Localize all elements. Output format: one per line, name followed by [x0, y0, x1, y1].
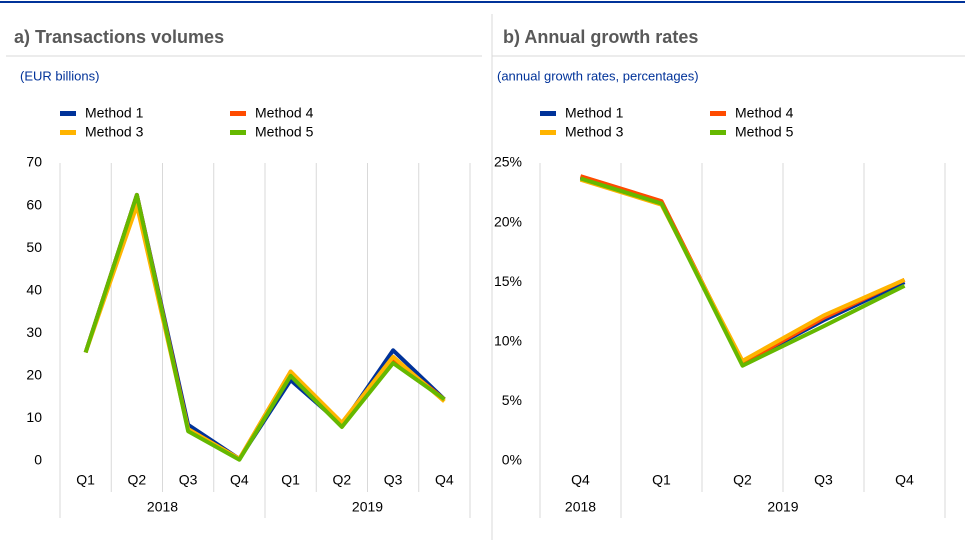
x-tick-label: Q4 — [435, 472, 454, 488]
legend-label: Method 5 — [255, 124, 314, 140]
legend-swatch — [710, 130, 726, 135]
subtitle: (annual growth rates, percentages) — [497, 68, 699, 83]
x-tick-label: Q2 — [333, 472, 352, 488]
x-group-label: 2018 — [147, 499, 178, 515]
legend-label: Method 4 — [735, 105, 794, 121]
x-tick-label: Q2 — [733, 472, 752, 488]
subtitle: (EUR billions) — [20, 68, 99, 83]
legend-label: Method 3 — [565, 124, 624, 140]
y-tick-label: 60 — [26, 196, 42, 212]
x-tick-label: Q1 — [652, 472, 671, 488]
x-tick-label: Q1 — [281, 472, 300, 488]
legend-label: Method 1 — [85, 105, 144, 121]
x-group-label: 2018 — [565, 499, 596, 515]
x-tick-label: Q3 — [179, 472, 198, 488]
series-line — [579, 176, 906, 368]
y-tick-label: 30 — [26, 324, 42, 340]
legend-swatch — [710, 111, 726, 116]
x-tick-label: Q4 — [230, 472, 249, 488]
x-tick-label: Q1 — [76, 472, 95, 488]
series-line — [579, 175, 906, 366]
legend-swatch — [60, 111, 76, 116]
series-line — [83, 192, 446, 462]
x-tick-label: Q4 — [895, 472, 914, 488]
legend-swatch — [60, 130, 76, 135]
y-tick-label: 50 — [26, 239, 42, 255]
legend-swatch — [540, 130, 556, 135]
y-tick-label: 70 — [26, 154, 42, 170]
legend-label: Method 3 — [85, 124, 144, 140]
series-line — [579, 177, 906, 363]
y-tick-label: 0 — [34, 452, 42, 468]
x-tick-label: Q3 — [384, 472, 403, 488]
legend-label: Method 4 — [255, 105, 314, 121]
x-group-label: 2019 — [767, 499, 798, 515]
y-tick-label: 10% — [494, 333, 522, 349]
y-tick-label: 20 — [26, 367, 42, 383]
series-line — [579, 174, 906, 366]
panel-title: b) Annual growth rates — [503, 27, 698, 47]
x-tick-label: Q4 — [571, 472, 590, 488]
y-tick-label: 0% — [502, 452, 522, 468]
x-tick-label: Q2 — [128, 472, 147, 488]
x-group-label: 2019 — [352, 499, 383, 515]
panel-title: a) Transactions volumes — [14, 27, 224, 47]
y-tick-label: 40 — [26, 281, 42, 297]
legend-swatch — [230, 130, 246, 135]
legend-label: Method 5 — [735, 124, 794, 140]
legend-swatch — [230, 111, 246, 116]
legend-label: Method 1 — [565, 105, 624, 121]
y-tick-label: 15% — [494, 273, 522, 289]
x-tick-label: Q3 — [814, 472, 833, 488]
legend-swatch — [540, 111, 556, 116]
y-tick-label: 25% — [494, 154, 522, 170]
y-tick-label: 20% — [494, 213, 522, 229]
y-tick-label: 10 — [26, 409, 42, 425]
y-tick-label: 5% — [502, 392, 522, 408]
